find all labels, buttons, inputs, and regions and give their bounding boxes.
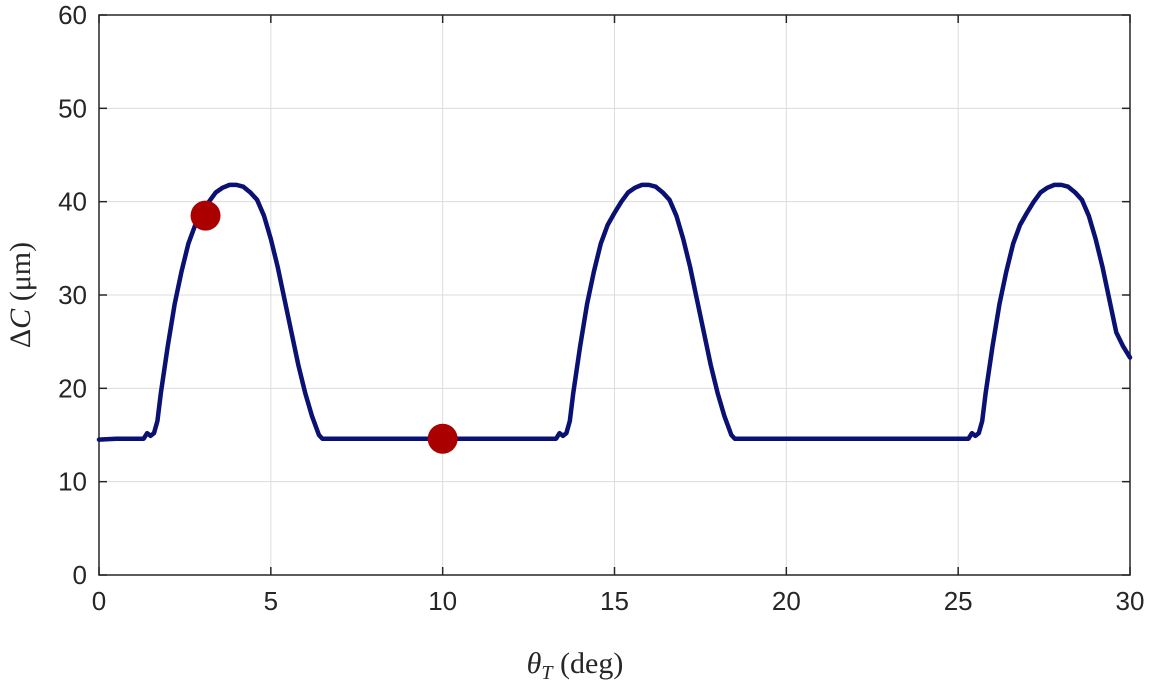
- y-tick-label: 10: [58, 467, 87, 497]
- y-tick-label: 0: [73, 560, 87, 590]
- x-tick-label: 15: [600, 586, 629, 616]
- y-tick-label: 20: [58, 373, 87, 403]
- x-tick-label: 5: [264, 586, 278, 616]
- x-axis-label: θT (deg): [527, 647, 624, 684]
- x-axis-symbol: θ: [527, 647, 542, 680]
- y-axis-symbol: C: [4, 308, 37, 329]
- highlight-marker: [427, 423, 458, 454]
- axis-ticks: [98, 14, 1131, 576]
- series-line: [96, 182, 1133, 442]
- y-tick-labels: 0 10 20 30 40 50 60: [58, 0, 87, 590]
- x-tick-label: 30: [1116, 586, 1145, 616]
- y-axis-label: ΔC (μm): [4, 242, 37, 348]
- highlight-marker: [190, 200, 221, 231]
- x-tick-label: 20: [772, 586, 801, 616]
- x-tick-labels: 0 5 10 15 20 25 30: [92, 586, 1145, 616]
- x-tick-label: 0: [92, 586, 106, 616]
- y-tick-label: 40: [58, 187, 87, 217]
- x-tick-label: 25: [944, 586, 973, 616]
- y-tick-label: 30: [58, 280, 87, 310]
- highlight-markers: [190, 200, 458, 454]
- x-axis-unit: (deg): [553, 647, 624, 680]
- y-tick-label: 60: [58, 0, 87, 30]
- y-axis-prefix: Δ: [4, 329, 37, 348]
- y-axis-unit: (μm): [4, 242, 37, 309]
- x-axis-subscript: T: [541, 662, 554, 684]
- y-tick-label: 50: [58, 93, 87, 123]
- grid-lines: [99, 15, 1130, 575]
- x-tick-label: 10: [428, 586, 457, 616]
